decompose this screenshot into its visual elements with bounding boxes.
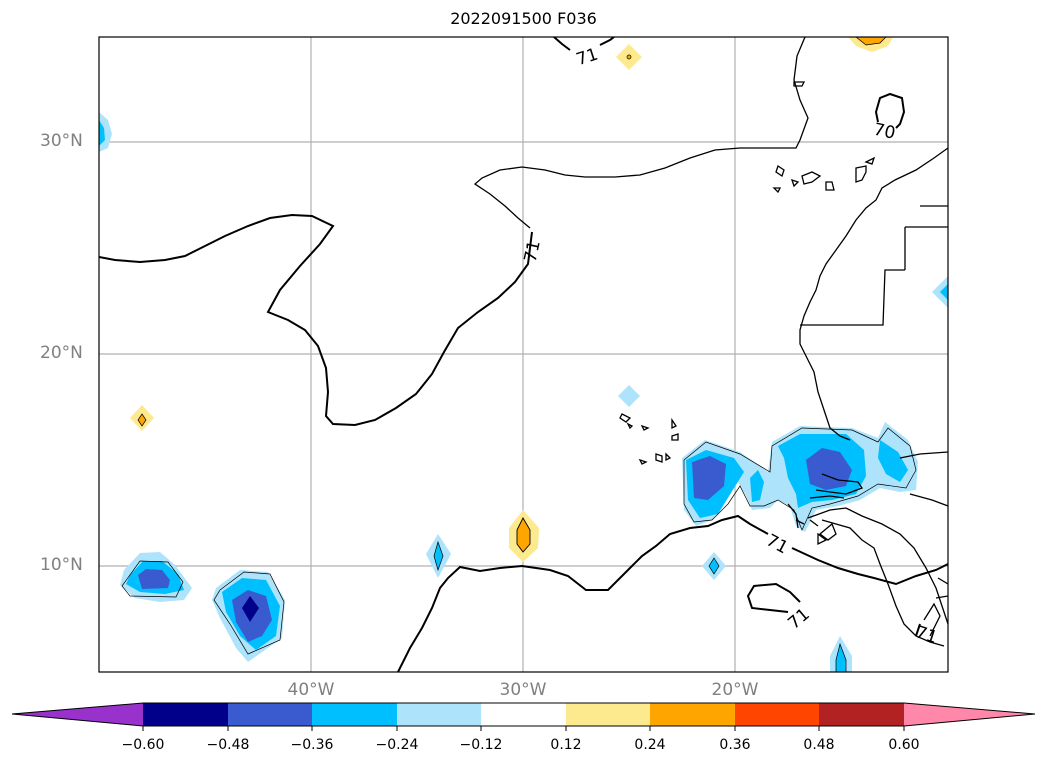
colorbar-extend-low: [12, 703, 143, 726]
colorbar-segment: [650, 703, 735, 726]
colorbar-tick-label: 0.48: [803, 737, 835, 753]
map-title: 2022091500 F036: [450, 9, 597, 28]
colorbar-segment: [735, 703, 819, 726]
colorbar-tick-label: 0.12: [550, 737, 582, 753]
colorbar-tick-label: 0.24: [634, 737, 666, 753]
colorbar: [11, 702, 1036, 731]
lat-label-20n: 20°N: [40, 343, 83, 363]
colorbar-tick-label: −0.24: [375, 737, 419, 753]
colorbar-extend-high: [904, 703, 1035, 726]
isolines: [99, 37, 948, 672]
colorbar-segment: [819, 703, 904, 726]
lon-label-30w: 30°W: [499, 680, 547, 700]
map-plot-area: [98, 36, 949, 673]
colorbar-tick-label: −0.48: [206, 737, 250, 753]
colorbar-tick-label: −0.36: [290, 737, 334, 753]
lat-label-30n: 30°N: [40, 131, 83, 151]
colorbar-tick-label: −0.12: [459, 737, 503, 753]
lon-label-20w: 20°W: [711, 680, 759, 700]
colorbar-tick-label: 0.36: [719, 737, 751, 753]
colorbar-segment: [143, 703, 228, 726]
colorbar-segment: [397, 703, 481, 726]
colorbar-tick-label: 0.60: [888, 737, 920, 753]
colorbar-segment: [481, 703, 566, 726]
lon-label-40w: 40°W: [287, 680, 335, 700]
negative-anomaly-patch: [618, 385, 640, 407]
shading-blobs: [99, 37, 948, 672]
coastlines: [473, 37, 948, 647]
colorbar-tick-label: −0.60: [121, 737, 165, 753]
contour-label: 71: [521, 239, 545, 264]
colorbar-segment: [228, 703, 312, 726]
contour-label: 70: [872, 120, 897, 144]
colorbar-segment: [566, 703, 650, 726]
lat-label-10n: 10°N: [40, 555, 83, 575]
colorbar-segment: [312, 703, 397, 726]
